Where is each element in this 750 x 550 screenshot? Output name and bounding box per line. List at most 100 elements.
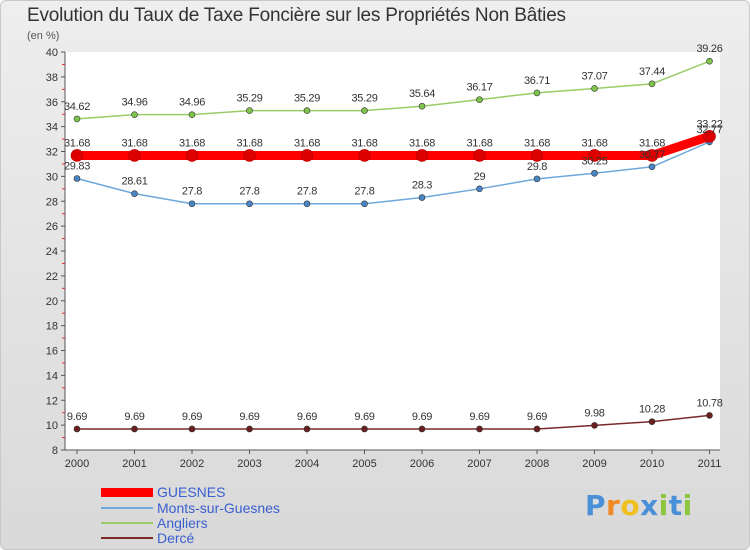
data-label: 27.8 xyxy=(297,186,317,198)
data-point xyxy=(473,149,486,162)
legend-swatch xyxy=(101,522,153,524)
data-label: 27.8 xyxy=(354,186,374,198)
legend-swatch xyxy=(101,507,153,509)
legend-item: Dercé xyxy=(101,530,195,546)
data-label: 9.69 xyxy=(469,411,489,423)
data-label: 9.69 xyxy=(239,411,259,423)
data-label: 39.26 xyxy=(696,43,722,55)
data-label: 35.29 xyxy=(236,93,262,105)
data-point xyxy=(476,96,483,103)
data-point xyxy=(188,111,196,118)
legend-swatch xyxy=(101,487,153,497)
x-tick-label: 2003 xyxy=(237,458,261,470)
data-label: 35.29 xyxy=(294,93,320,105)
x-tick-label: 2011 xyxy=(698,458,722,470)
data-point xyxy=(591,422,598,429)
data-label: 31.68 xyxy=(639,137,665,149)
y-tick-label: 24 xyxy=(46,246,58,258)
data-point xyxy=(706,57,713,65)
y-tick-label: 16 xyxy=(46,346,58,358)
data-label: 9.69 xyxy=(297,411,317,423)
data-label: 9.69 xyxy=(412,411,432,423)
data-point xyxy=(188,425,196,433)
logo-letter: i xyxy=(658,489,669,522)
series-line-guesnes xyxy=(72,131,714,160)
legend-item: Monts-sur-Guesnes xyxy=(101,500,280,516)
y-tick-label: 34 xyxy=(46,122,58,134)
data-label: 31.68 xyxy=(466,137,492,149)
y-tick-label: 8 xyxy=(52,445,58,457)
x-tick-label: 2009 xyxy=(582,458,606,470)
data-point xyxy=(73,425,81,433)
data-label: 37.44 xyxy=(639,66,665,78)
y-tick-label: 38 xyxy=(46,72,58,84)
y-axis-unit: (en %) xyxy=(27,30,60,42)
y-tick-label: 32 xyxy=(46,147,58,159)
data-label: 32.77 xyxy=(696,124,722,136)
data-label: 31.68 xyxy=(294,137,320,149)
chart-title: Evolution du Taux de Taxe Foncière sur l… xyxy=(27,5,566,26)
data-label: 9.69 xyxy=(67,411,87,423)
y-tick-label: 10 xyxy=(46,420,58,432)
logo-letter: t xyxy=(668,489,683,522)
x-tick-label: 2005 xyxy=(352,458,376,470)
data-label: 34.62 xyxy=(64,101,90,113)
data-label: 27.8 xyxy=(182,186,202,198)
data-label: 31.68 xyxy=(409,137,435,149)
data-point xyxy=(131,111,138,118)
data-point xyxy=(185,149,199,162)
data-label: 9.69 xyxy=(124,411,144,423)
data-label: 34.96 xyxy=(179,97,205,109)
series-line-monts-sur-guesnes xyxy=(76,141,711,205)
data-label: 31.68 xyxy=(524,137,550,149)
logo-letter: P xyxy=(585,489,607,522)
proxiti-logo: Proxiti xyxy=(585,489,693,522)
legend-item: Angliers xyxy=(101,515,208,531)
data-label: 31.68 xyxy=(236,137,262,149)
data-point xyxy=(533,175,541,183)
legend-label: Dercé xyxy=(157,530,195,546)
y-tick-label: 26 xyxy=(46,221,58,233)
data-point xyxy=(70,149,84,162)
data-label: 31.68 xyxy=(351,137,377,149)
series-line-derc- xyxy=(76,414,711,430)
data-point xyxy=(591,169,598,177)
data-point xyxy=(243,149,256,162)
data-label: 9.69 xyxy=(354,411,374,423)
logo-letter: o xyxy=(620,489,641,522)
data-point xyxy=(530,149,544,162)
data-point xyxy=(418,425,426,433)
y-tick-label: 30 xyxy=(46,171,58,183)
x-tick-label: 2008 xyxy=(525,458,549,470)
x-tick-label: 2001 xyxy=(122,458,146,470)
data-point xyxy=(361,200,368,208)
data-point xyxy=(131,190,138,197)
x-tick-label: 2000 xyxy=(65,458,89,470)
x-tick-label: 2006 xyxy=(410,458,434,470)
data-label: 31.68 xyxy=(64,137,90,149)
data-point xyxy=(648,80,656,88)
data-point xyxy=(645,149,659,162)
data-point xyxy=(476,425,483,433)
data-label: 33.22 xyxy=(696,118,722,130)
data-point xyxy=(418,194,426,201)
y-tick-label: 12 xyxy=(46,395,58,407)
data-point xyxy=(533,425,541,433)
data-label: 9.69 xyxy=(182,411,202,423)
data-point xyxy=(73,115,81,123)
data-label: 34.96 xyxy=(121,97,147,109)
data-label: 31.68 xyxy=(121,137,147,149)
x-tick-label: 2010 xyxy=(640,458,664,470)
data-point xyxy=(418,102,426,110)
data-point xyxy=(588,149,601,162)
y-tick-label: 14 xyxy=(46,370,58,382)
data-point xyxy=(128,149,141,162)
data-point xyxy=(131,425,138,433)
data-point xyxy=(533,89,541,97)
data-label: 27.8 xyxy=(239,186,259,198)
data-point xyxy=(303,425,311,433)
data-label: 36.71 xyxy=(524,75,550,87)
x-tick-label: 2002 xyxy=(180,458,204,470)
y-tick-label: 20 xyxy=(46,296,58,308)
